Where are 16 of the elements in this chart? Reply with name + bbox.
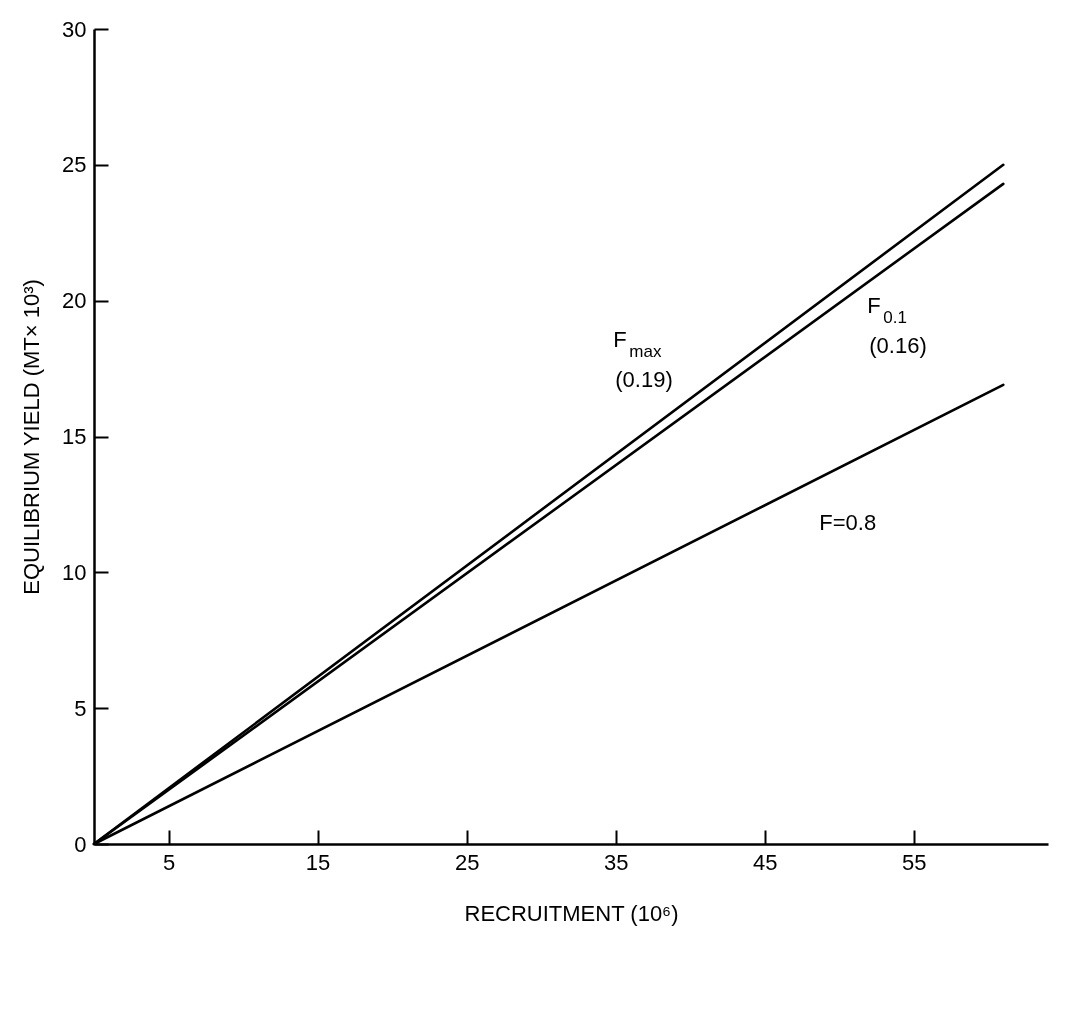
series-label: F=0.8: [819, 509, 877, 535]
y-tick-label: 10: [62, 559, 87, 585]
y-tick-label: 5: [74, 695, 87, 721]
x-tick-label: 55: [902, 849, 927, 875]
y-tick-label: 15: [62, 424, 87, 449]
y-tick-label: 20: [62, 288, 87, 314]
x-tick-label: 5: [162, 849, 176, 875]
x-tick-label: 25: [454, 849, 480, 875]
x-tick-label: 15: [305, 849, 331, 875]
y-tick-label: 0: [74, 831, 87, 857]
x-tick-label: 35: [603, 849, 629, 875]
x-tick-label: 45: [753, 849, 778, 875]
x-axis-title: RECRUITMENT (10⁶): [464, 900, 679, 926]
y-tick-label: 30: [62, 16, 87, 42]
y-tick-label: 25: [62, 152, 87, 178]
y-axis-title: EQUILIBRIUM YIELD (MT× 10³): [19, 279, 45, 595]
